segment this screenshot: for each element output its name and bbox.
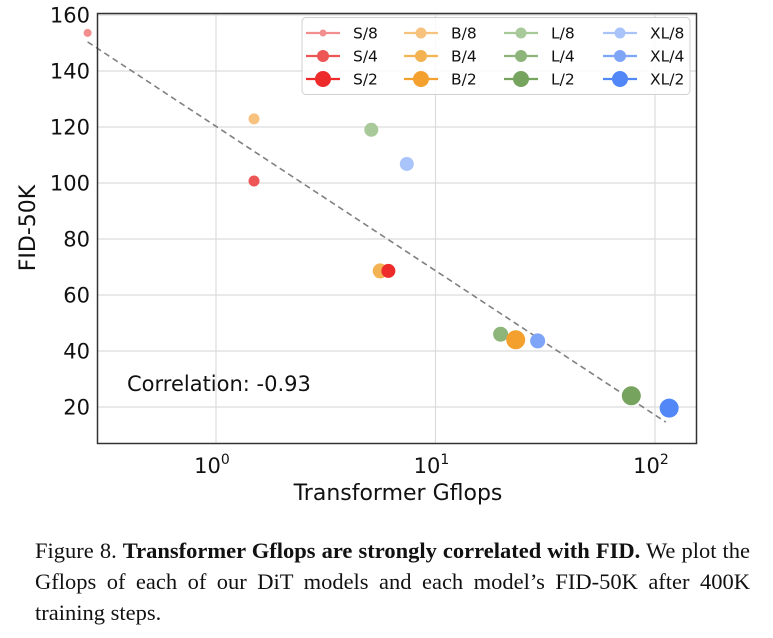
scatter-chart: 20 40 60 80 100 120 140 160 100 101 102 Transform… [16, 4, 698, 506]
legend-label: XL/2 [650, 71, 684, 89]
caption-label: Figure 8. [35, 538, 117, 563]
y-axis-ticks: 20 40 60 80 100 120 140 160 [50, 4, 90, 420]
legend-marker [614, 50, 626, 62]
legend-marker [614, 27, 626, 39]
point-xl-2 [659, 398, 679, 418]
x-axis-title: Transformer Gflops [293, 481, 503, 506]
legend-label: L/2 [551, 71, 575, 89]
y-tick-label: 80 [63, 228, 90, 252]
legend-label: S/2 [353, 71, 378, 89]
point-s-4 [248, 175, 260, 187]
legend-item-b-8: B/8 [404, 25, 477, 43]
legend-item-b-2: B/2 [404, 71, 477, 89]
legend-label: S/4 [353, 48, 378, 66]
plot-frame [96, 12, 698, 445]
legend-marker [515, 27, 527, 39]
legend-item-xl-2: XL/2 [603, 71, 684, 89]
legend: S/8 S/4 S/2 B/8 B/4 B/2 L/8 L/4 L/2 XL/8 XL/4 XL/2 [301, 17, 691, 95]
legend-label: L/8 [551, 25, 575, 43]
caption-text: We plot the Gflops of each of our DiT mo… [35, 538, 751, 625]
x-tick-label: 102 [633, 452, 669, 478]
legend-marker [415, 27, 427, 39]
point-b-2 [506, 330, 526, 350]
legend-marker [319, 29, 327, 37]
legend-marker [515, 50, 527, 62]
point-s-8 [83, 28, 92, 37]
legend-item-b-4: B/4 [404, 48, 477, 66]
legend-marker [413, 71, 429, 87]
point-l-2 [621, 386, 641, 406]
legend-item-l-2: L/2 [504, 71, 575, 89]
legend-box [301, 17, 691, 95]
legend-item-l-8: L/8 [504, 25, 575, 43]
point-s-2 [381, 263, 396, 278]
point-xl-8 [399, 156, 414, 171]
x-tick-label: 100 [194, 452, 230, 478]
caption-bold-title: Transformer Gflops are strongly correlat… [122, 538, 641, 563]
y-tick-label: 120 [50, 116, 90, 140]
legend-item-s-8: S/8 [306, 25, 378, 43]
data-points [83, 28, 679, 418]
legend-item-s-4: S/4 [306, 48, 378, 66]
legend-label: L/4 [551, 48, 575, 66]
correlation-annotation: Correlation: -0.93 [127, 372, 311, 396]
y-axis-title: FID-50K [16, 184, 41, 271]
legend-marker [513, 71, 529, 87]
y-tick-label: 100 [50, 172, 90, 196]
point-xl-4 [530, 333, 546, 349]
y-tick-label: 160 [50, 4, 90, 28]
legend-item-l-4: L/4 [504, 48, 575, 66]
x-tick-label: 101 [414, 452, 450, 478]
legend-marker [415, 50, 427, 62]
x-axis-ticks: 100 101 102 [194, 452, 669, 478]
point-b-8 [248, 113, 260, 125]
legend-item-s-2: S/2 [306, 71, 378, 89]
legend-marker [612, 71, 628, 87]
legend-label: XL/8 [650, 25, 684, 43]
legend-item-xl-8: XL/8 [603, 25, 684, 43]
point-l-8 [364, 122, 379, 137]
trendline [87, 41, 667, 423]
legend-marker [315, 71, 331, 87]
legend-label: B/8 [451, 25, 477, 43]
legend-label: B/2 [451, 71, 477, 89]
point-l-4 [493, 326, 509, 342]
figure-caption: Figure 8. Transformer Gflops are strongl… [35, 535, 750, 628]
legend-label: XL/4 [650, 48, 684, 66]
legend-item-xl-4: XL/4 [603, 48, 684, 66]
trendline-group [87, 41, 667, 423]
y-tick-label: 40 [63, 340, 90, 364]
legend-label: S/8 [353, 25, 378, 43]
legend-label: B/4 [451, 48, 477, 66]
y-tick-label: 60 [63, 284, 90, 308]
legend-marker [317, 50, 329, 62]
y-tick-label: 20 [63, 396, 90, 420]
y-tick-label: 140 [50, 60, 90, 84]
